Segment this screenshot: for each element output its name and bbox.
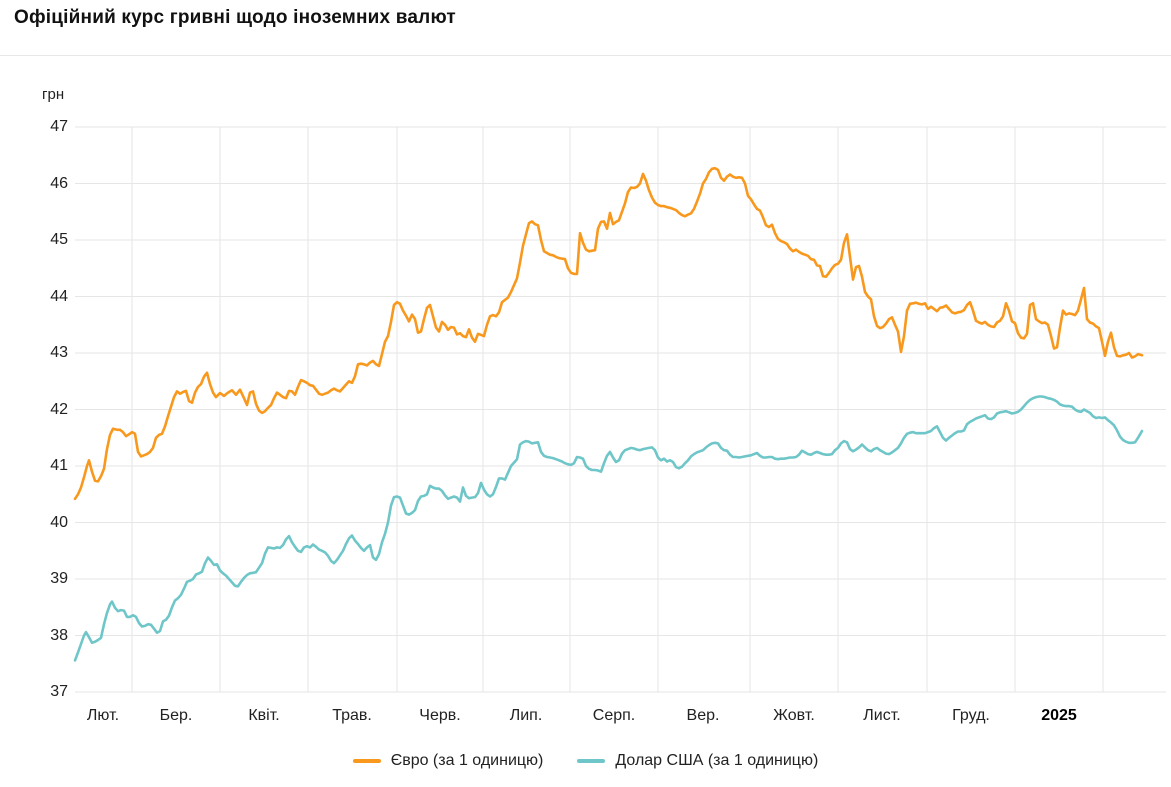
y-tick-label: 39 [50, 570, 68, 587]
x-tick-label: Груд. [952, 707, 990, 724]
x-tick-label: Квіт. [248, 707, 280, 724]
y-tick-label: 43 [50, 344, 68, 361]
series-line-usd [73, 395, 1144, 662]
eur-line-swatch-icon [352, 759, 381, 763]
y-tick-label: 47 [50, 118, 68, 135]
y-tick-label: 40 [50, 513, 68, 531]
y-tick-label: 44 [50, 287, 68, 305]
x-tick-label: Бер. [159, 707, 193, 724]
y-tick-label: 46 [50, 174, 68, 192]
y-tick-label: 38 [50, 626, 68, 644]
header-divider [0, 55, 1171, 56]
x-tick-label: 2025 [1041, 707, 1077, 724]
x-tick-label: Жовт. [773, 707, 815, 724]
page-title: Офіційний курс гривні щодо іноземних вал… [14, 7, 456, 28]
legend-item-usd[interactable]: Долар США (за 1 одиницю) [577, 752, 818, 770]
y-tick-label: 41 [50, 457, 68, 474]
x-tick-label: Вер. [686, 707, 720, 724]
legend-item-eur[interactable]: Євро (за 1 одиницю) [352, 752, 544, 770]
usd-line-swatch-icon [577, 759, 606, 763]
y-axis-unit-label: грн [42, 86, 65, 103]
y-tick-label: 45 [50, 231, 68, 248]
x-tick-label: Серп. [592, 707, 636, 724]
x-tick-label: Лип. [509, 707, 543, 724]
x-tick-label: Черв. [419, 707, 461, 724]
y-tick-label: 37 [50, 683, 68, 700]
legend-label-usd: Долар США (за 1 одиницю) [615, 752, 819, 769]
x-tick-label: Лют. [86, 707, 120, 724]
y-tick-label: 42 [50, 400, 68, 418]
legend: Євро (за 1 одиницю) Долар США (за 1 один… [0, 752, 1171, 770]
legend-label-eur: Євро (за 1 одиницю) [390, 752, 544, 769]
x-tick-label: Лист. [863, 707, 901, 724]
series-line-eur [73, 166, 1144, 501]
x-tick-label: Трав. [332, 707, 372, 724]
